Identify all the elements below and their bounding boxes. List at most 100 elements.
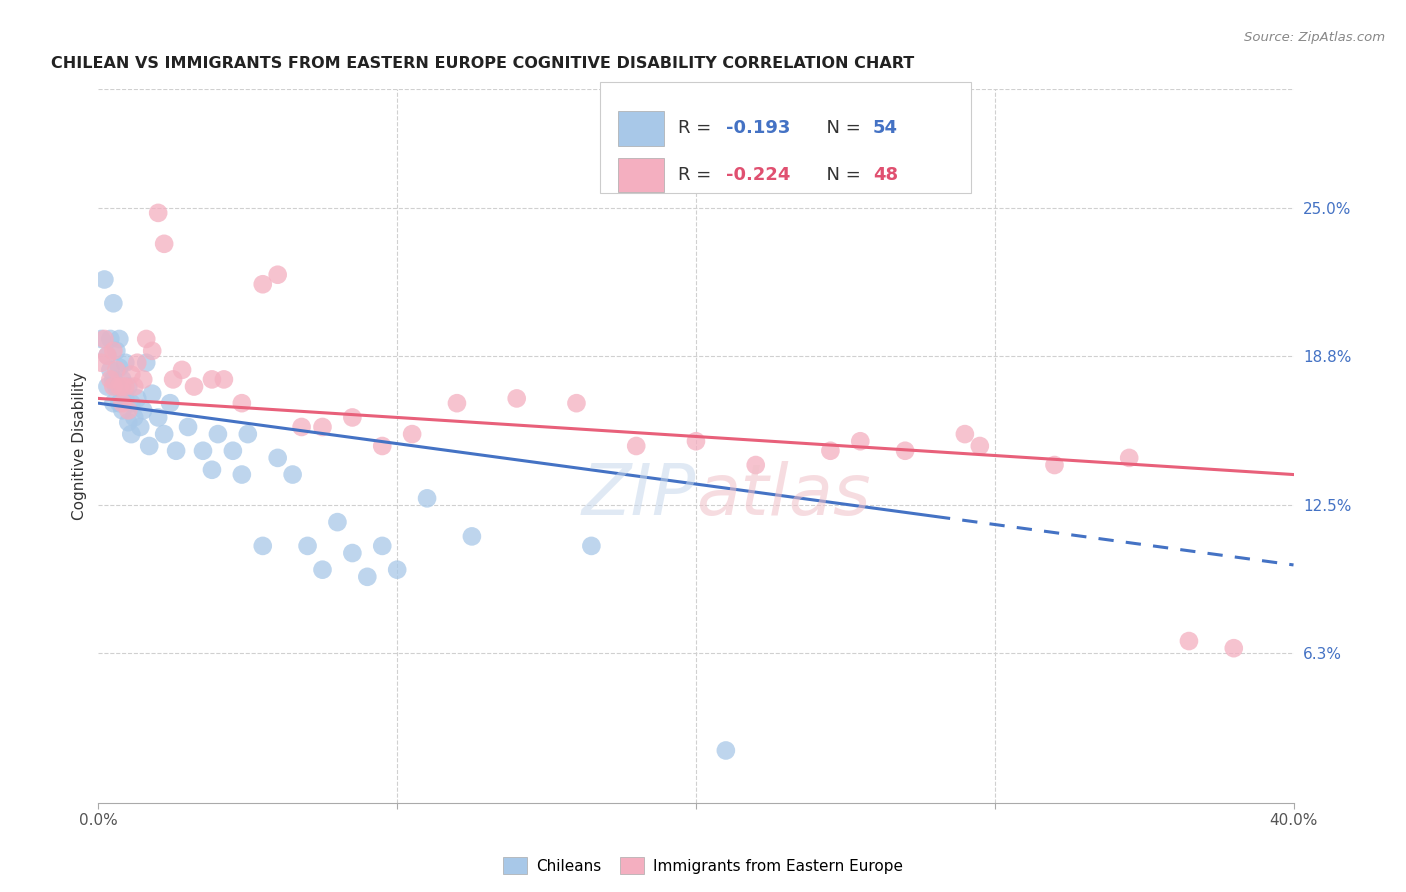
- Point: [117, 415, 139, 429]
- Point: [153, 427, 176, 442]
- Point: [129, 420, 152, 434]
- Point: [177, 420, 200, 434]
- Point: [236, 427, 259, 442]
- Point: [105, 363, 128, 377]
- Point: [120, 396, 142, 410]
- Point: [1178, 634, 1201, 648]
- Point: [159, 396, 181, 410]
- Point: [714, 743, 737, 757]
- Text: Source: ZipAtlas.com: Source: ZipAtlas.com: [1244, 31, 1385, 45]
- Point: [201, 372, 224, 386]
- Point: [135, 356, 157, 370]
- Text: ZIP: ZIP: [582, 461, 696, 531]
- Point: [162, 372, 184, 386]
- FancyBboxPatch shape: [600, 82, 972, 193]
- Point: [745, 458, 768, 472]
- Point: [371, 439, 394, 453]
- Point: [117, 379, 139, 393]
- Text: -0.193: -0.193: [725, 120, 790, 137]
- Point: [124, 379, 146, 393]
- Text: 54: 54: [873, 120, 898, 137]
- Point: [311, 420, 333, 434]
- Point: [98, 372, 122, 386]
- Point: [117, 403, 139, 417]
- Text: R =: R =: [678, 166, 717, 184]
- Point: [98, 363, 122, 377]
- Point: [114, 392, 136, 406]
- Point: [311, 563, 333, 577]
- Point: [103, 372, 125, 386]
- Point: [108, 332, 131, 346]
- Point: [231, 467, 253, 482]
- Point: [141, 343, 163, 358]
- Point: [90, 332, 112, 346]
- Point: [103, 379, 125, 393]
- Point: [96, 349, 118, 363]
- Point: [207, 427, 229, 442]
- Point: [132, 372, 155, 386]
- Point: [141, 386, 163, 401]
- Point: [252, 539, 274, 553]
- Point: [267, 450, 290, 465]
- Point: [581, 539, 603, 553]
- Point: [231, 396, 253, 410]
- Point: [127, 392, 149, 406]
- Point: [132, 403, 155, 417]
- Point: [120, 427, 142, 442]
- Point: [201, 463, 224, 477]
- Point: [90, 356, 112, 370]
- Point: [626, 439, 648, 453]
- Point: [401, 427, 423, 442]
- Point: [1223, 641, 1246, 656]
- Point: [135, 332, 157, 346]
- Point: [297, 539, 319, 553]
- Point: [108, 360, 131, 375]
- Point: [565, 396, 588, 410]
- Point: [1043, 458, 1066, 472]
- Point: [461, 529, 484, 543]
- Point: [96, 349, 118, 363]
- Text: R =: R =: [678, 120, 717, 137]
- Point: [969, 439, 991, 453]
- Point: [685, 434, 707, 449]
- Text: atlas: atlas: [696, 461, 870, 531]
- Point: [124, 410, 146, 425]
- Point: [416, 491, 439, 506]
- Point: [138, 439, 160, 453]
- Point: [281, 467, 304, 482]
- Text: -0.224: -0.224: [725, 166, 790, 184]
- Point: [108, 396, 131, 410]
- Point: [183, 379, 205, 393]
- Point: [953, 427, 976, 442]
- Point: [148, 206, 170, 220]
- Point: [105, 379, 128, 393]
- Point: [111, 403, 134, 417]
- Point: [103, 396, 125, 410]
- Point: [111, 372, 134, 386]
- Point: [222, 443, 245, 458]
- Point: [114, 379, 136, 393]
- Point: [172, 363, 194, 377]
- Point: [165, 443, 187, 458]
- Text: CHILEAN VS IMMIGRANTS FROM EASTERN EUROPE COGNITIVE DISABILITY CORRELATION CHART: CHILEAN VS IMMIGRANTS FROM EASTERN EUROP…: [51, 56, 914, 71]
- Point: [342, 546, 364, 560]
- FancyBboxPatch shape: [619, 112, 664, 145]
- Point: [103, 343, 125, 358]
- Point: [849, 434, 872, 449]
- Point: [356, 570, 378, 584]
- Legend: Chileans, Immigrants from Eastern Europe: Chileans, Immigrants from Eastern Europe: [496, 851, 910, 880]
- Point: [291, 420, 314, 434]
- Point: [446, 396, 468, 410]
- Point: [96, 379, 118, 393]
- Point: [120, 368, 142, 382]
- Point: [114, 356, 136, 370]
- Point: [371, 539, 394, 553]
- Point: [894, 443, 917, 458]
- Point: [127, 356, 149, 370]
- Point: [820, 443, 842, 458]
- Point: [108, 379, 131, 393]
- Point: [103, 296, 125, 310]
- Text: N =: N =: [815, 166, 868, 184]
- Point: [111, 379, 134, 393]
- Point: [93, 332, 115, 346]
